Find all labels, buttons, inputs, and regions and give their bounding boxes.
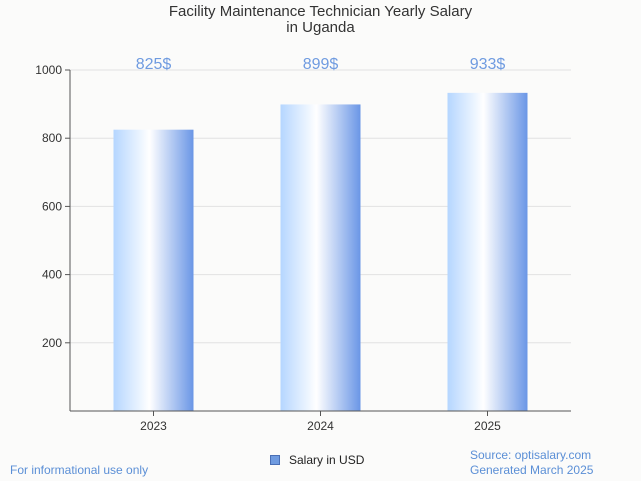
bar (280, 104, 361, 411)
legend: Salary in USD (270, 453, 364, 467)
chart-title-line-2: in Uganda (286, 19, 355, 36)
source-block: Source: optisalary.com Generated March 2… (470, 448, 593, 478)
x-tick-label: 2025 (474, 419, 501, 433)
legend-label: Salary in USD (289, 453, 365, 467)
source-text: Source: optisalary.com (470, 448, 592, 462)
generated-text: Generated March 2025 (470, 463, 594, 477)
labels: 200 400 600 800 1000 2023 825$ 2024 899$ 2025 933$ (35, 56, 505, 433)
data-label: 899$ (303, 56, 339, 73)
chart-title: Facility Maintenance Technician Yearly S… (0, 4, 641, 36)
axes (65, 69, 571, 416)
y-tick-label: 800 (42, 131, 62, 145)
disclaimer-text: For informational use only (10, 463, 149, 477)
chart-title-line-1: Facility Maintenance Technician Yearly S… (168, 3, 473, 20)
y-tick-label: 600 (42, 199, 62, 213)
data-label: 825$ (136, 56, 172, 73)
bars (113, 92, 528, 412)
y-tick-label: 400 (42, 268, 62, 282)
bar (113, 129, 194, 412)
bar (447, 92, 528, 412)
x-tick-label: 2023 (140, 419, 167, 433)
y-tick-label: 1000 (35, 63, 62, 77)
y-tick-label: 200 (42, 336, 62, 350)
x-tick-label: 2024 (307, 419, 334, 433)
data-label: 933$ (470, 56, 506, 73)
legend-swatch (270, 455, 280, 465)
